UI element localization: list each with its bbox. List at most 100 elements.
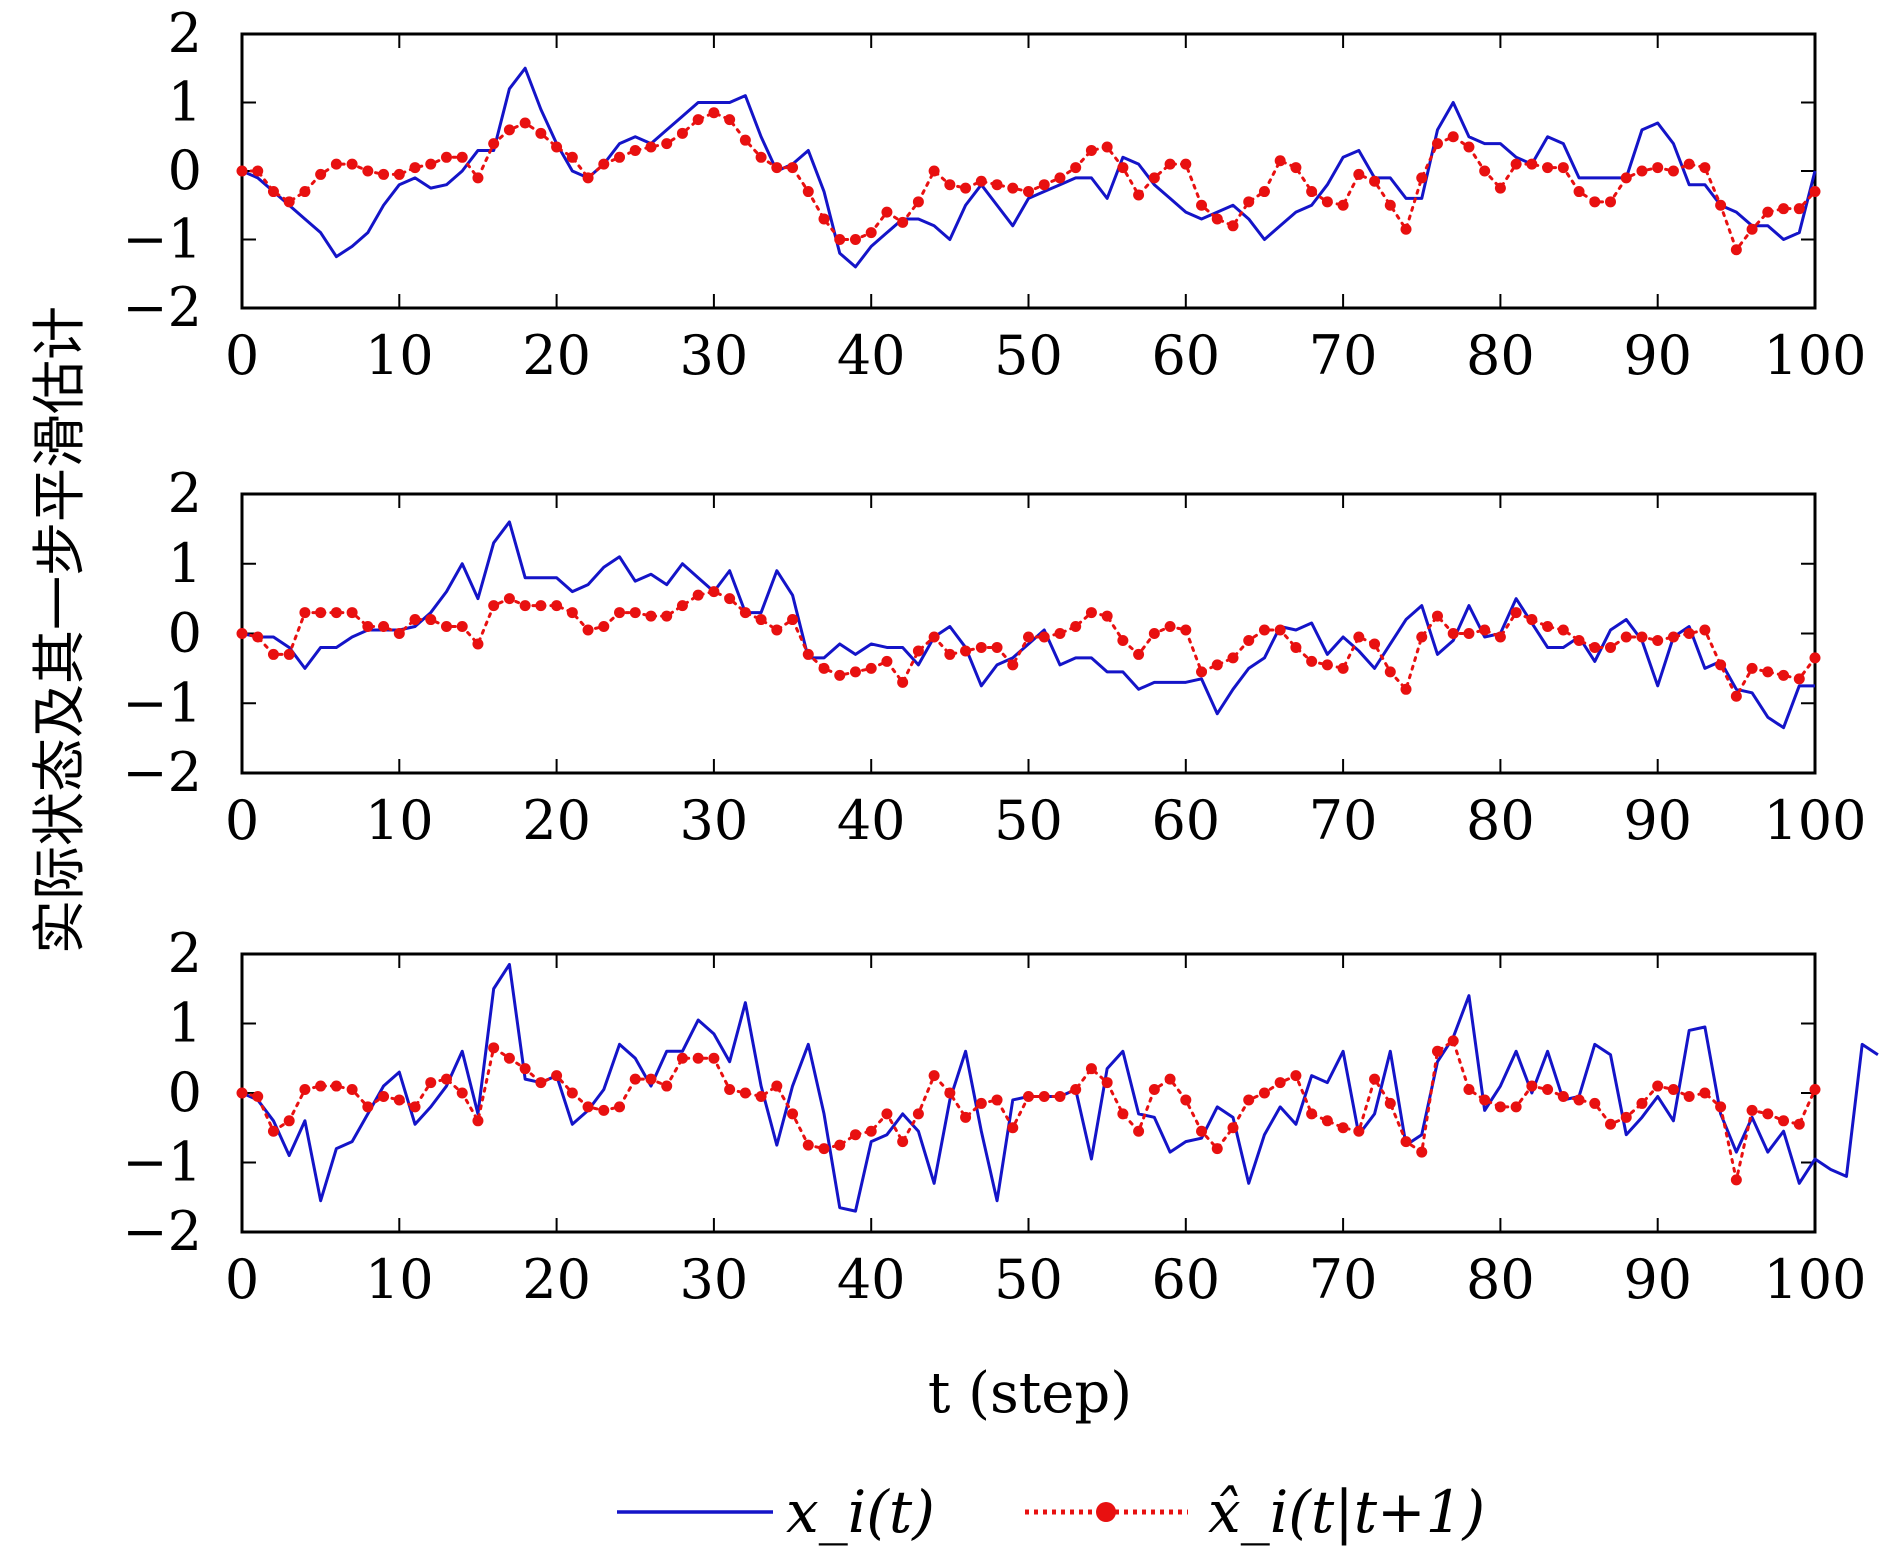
y-tick-label: 0	[168, 139, 202, 202]
estimate-marker	[378, 1090, 390, 1102]
x-tick-label: 80	[1466, 1248, 1535, 1311]
estimate-marker	[267, 648, 279, 660]
x-tick-label: 100	[1763, 1248, 1866, 1311]
estimate-marker	[299, 186, 311, 198]
estimate-marker	[566, 151, 578, 163]
estimate-marker	[236, 165, 248, 177]
estimate-marker	[1809, 186, 1821, 198]
estimate-marker	[1778, 669, 1790, 681]
estimate-marker	[771, 1080, 783, 1092]
estimate-marker	[897, 216, 909, 228]
x-tick-label: 30	[680, 1248, 749, 1311]
estimate-marker	[1369, 175, 1381, 187]
estimate-marker	[1447, 628, 1459, 639]
x-tick-label: 50	[994, 324, 1063, 387]
x-tick-label: 70	[1309, 1248, 1378, 1311]
estimate-marker	[944, 1087, 956, 1099]
estimate-marker	[1793, 1118, 1805, 1130]
estimate-marker	[881, 1108, 893, 1120]
estimate-marker	[393, 1094, 405, 1106]
estimate-marker	[1479, 165, 1491, 177]
estimate-marker	[787, 1108, 799, 1120]
estimate-marker	[299, 607, 311, 619]
y-tick-label: 1	[168, 71, 202, 134]
estimate-marker	[1353, 168, 1365, 180]
estimate-marker	[1636, 1097, 1648, 1109]
estimate-marker	[1431, 610, 1443, 622]
estimate-marker	[661, 610, 673, 622]
estimate-marker	[1290, 162, 1302, 174]
estimate-marker	[724, 593, 736, 605]
y-tick-label: 2	[168, 462, 202, 525]
estimate-marker	[1400, 1136, 1412, 1148]
estimate-marker	[1243, 634, 1255, 646]
estimate-marker	[1007, 1122, 1019, 1134]
y-tick-label: −1	[122, 1131, 202, 1194]
estimate-marker	[661, 138, 673, 150]
estimate-marker	[456, 621, 468, 633]
estimate-marker	[1038, 179, 1050, 191]
estimate-marker	[551, 600, 563, 612]
estimate-marker	[1337, 199, 1349, 211]
estimate-marker	[1589, 641, 1601, 653]
estimate-marker	[1730, 1174, 1742, 1186]
estimate-marker	[267, 186, 279, 198]
estimate-marker	[661, 1080, 673, 1092]
estimate-marker	[1337, 662, 1349, 674]
x-tick-label: 70	[1309, 324, 1378, 387]
estimate-marker	[1479, 624, 1491, 636]
estimate-marker	[283, 648, 295, 660]
estimate-marker	[865, 1125, 877, 1137]
estimate-marker	[1369, 1073, 1381, 1085]
estimate-marker	[1667, 1084, 1679, 1096]
x-tick-label: 100	[1763, 789, 1866, 852]
estimate-marker	[1683, 1090, 1695, 1102]
estimate-marker	[724, 1084, 736, 1096]
x-tick-label: 0	[225, 1248, 259, 1311]
estimate-marker	[692, 1052, 704, 1064]
estimate-marker	[614, 151, 626, 163]
estimate-marker	[1652, 634, 1664, 646]
legend: x_i(t) x̂_i(t|t+1)	[617, 1478, 1485, 1546]
estimate-marker	[393, 168, 405, 180]
estimate-marker	[1730, 244, 1742, 256]
estimate-marker	[928, 1070, 940, 1082]
estimate-marker	[912, 196, 924, 208]
estimate-marker	[1054, 628, 1066, 639]
estimate-marker	[362, 621, 374, 633]
estimate-marker	[1054, 172, 1066, 184]
estimate-marker	[362, 1101, 374, 1113]
y-tick-label: 2	[168, 922, 202, 985]
estimate-marker	[1070, 621, 1082, 633]
estimate-marker	[1038, 1090, 1050, 1102]
estimate-marker	[1085, 144, 1097, 156]
estimate-marker	[818, 1143, 830, 1155]
estimate-marker	[1117, 162, 1129, 174]
estimate-marker	[409, 614, 421, 626]
estimate-marker	[1274, 155, 1286, 167]
estimate-marker	[582, 1101, 594, 1113]
estimate-marker	[488, 600, 500, 612]
estimate-marker	[645, 610, 657, 622]
estimate-marker	[692, 114, 704, 126]
estimate-marker	[1164, 158, 1176, 170]
estimate-marker	[409, 162, 421, 174]
estimate-marker	[771, 162, 783, 174]
estimate-marker	[551, 141, 563, 153]
estimate-marker	[787, 162, 799, 174]
estimate-marker	[330, 607, 342, 619]
estimate-marker	[503, 593, 515, 605]
estimate-marker	[1479, 1094, 1491, 1106]
estimate-marker	[1557, 162, 1569, 174]
estimate-marker	[1510, 607, 1522, 619]
estimate-marker	[1070, 1084, 1082, 1096]
estimate-marker	[456, 151, 468, 163]
y-tick-label: 1	[168, 992, 202, 1055]
estimate-marker	[1400, 223, 1412, 235]
x-tick-label: 80	[1466, 789, 1535, 852]
estimate-marker	[1416, 172, 1428, 184]
estimate-marker	[598, 158, 610, 170]
estimate-marker	[1321, 659, 1333, 671]
estimate-marker	[1667, 631, 1679, 643]
